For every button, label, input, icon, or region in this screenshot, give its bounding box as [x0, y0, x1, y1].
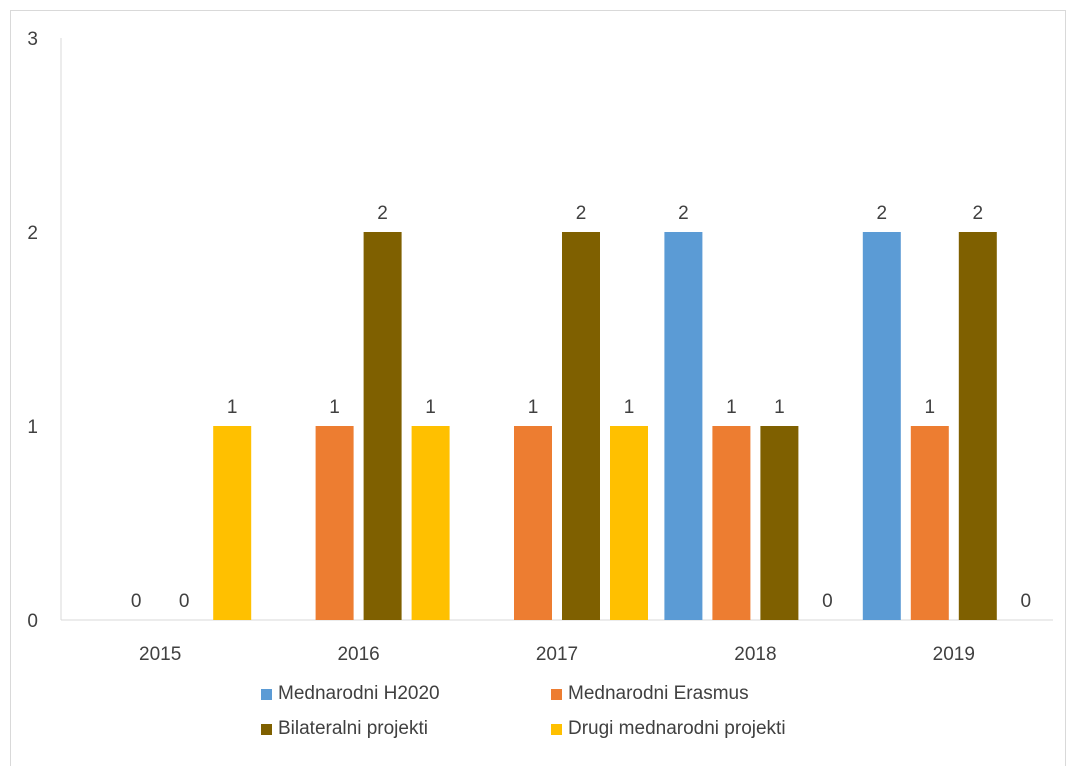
y-tick-label: 1	[27, 417, 38, 438]
y-tick-label: 0	[27, 611, 38, 632]
y-tick-label: 2	[27, 223, 38, 244]
bar-bilateralni-projekti-2018	[760, 426, 799, 620]
bar-drugi-mednarodni-projekti-2015	[213, 426, 252, 620]
bar-bilateralni-projekti-2019	[958, 232, 997, 620]
x-tick-label: 2018	[734, 644, 776, 665]
bar-mednarodni-h2020-2019	[862, 232, 901, 620]
data-label: 2	[377, 203, 388, 224]
data-label: 1	[425, 397, 436, 418]
legend-swatch	[261, 723, 272, 735]
legend-swatch	[551, 688, 562, 700]
bar-mednarodni-erasmus-2016	[315, 426, 354, 620]
bars	[213, 232, 997, 620]
x-axis: 2015 2016 2017 2018 2019	[61, 619, 1053, 665]
data-label: 2	[973, 203, 984, 224]
data-label: 2	[877, 203, 888, 224]
bar-mednarodni-h2020-2018	[664, 232, 703, 620]
legend-item: Mednarodni Erasmus	[551, 683, 749, 705]
bar-bilateralni-projekti-2017	[562, 232, 600, 620]
bar-mednarodni-erasmus-2017	[514, 426, 552, 620]
bar-mednarodni-erasmus-2019	[910, 426, 949, 620]
legend-item: Drugi mednarodni projekti	[551, 718, 786, 740]
data-label: 2	[678, 203, 689, 224]
chart-frame	[10, 10, 1066, 766]
legend-label: Mednarodni Erasmus	[568, 683, 749, 704]
x-tick-label: 2017	[536, 644, 578, 665]
data-label: 0	[1021, 591, 1032, 612]
legend-item: Bilateralni projekti	[261, 718, 428, 740]
legend-label: Bilateralni projekti	[278, 718, 428, 739]
legend-label: Drugi mednarodni projekti	[568, 718, 786, 739]
x-tick-label: 2016	[337, 644, 379, 665]
data-label: 1	[925, 397, 936, 418]
legend-label: Mednarodni H2020	[278, 683, 440, 704]
data-label: 1	[528, 397, 539, 418]
data-label: 2	[576, 203, 587, 224]
x-tick-label: 2019	[933, 644, 975, 665]
data-label: 0	[179, 591, 190, 612]
y-axis: 0 1 2 3	[27, 29, 62, 632]
bar-drugi-mednarodni-projekti-2017	[610, 426, 648, 620]
data-label: 0	[822, 591, 833, 612]
data-label: 0	[131, 591, 142, 612]
bar-mednarodni-erasmus-2018	[712, 426, 751, 620]
data-label: 1	[726, 397, 737, 418]
data-label: 1	[227, 397, 238, 418]
data-label: 1	[329, 397, 340, 418]
legend-swatch	[551, 723, 562, 735]
x-tick-label: 2015	[139, 644, 181, 665]
data-label: 1	[624, 397, 635, 418]
legend-item: Mednarodni H2020	[261, 683, 440, 705]
y-tick-label: 3	[27, 29, 38, 50]
bar-drugi-mednarodni-projekti-2016	[411, 426, 450, 620]
legend-swatch	[261, 688, 272, 700]
data-label: 1	[774, 397, 785, 418]
data-labels: 0 0 1 1 2 1 1 2 1 2 1 1 0 2 1 2 0	[131, 203, 1031, 612]
bar-bilateralni-projekti-2016	[363, 232, 402, 620]
